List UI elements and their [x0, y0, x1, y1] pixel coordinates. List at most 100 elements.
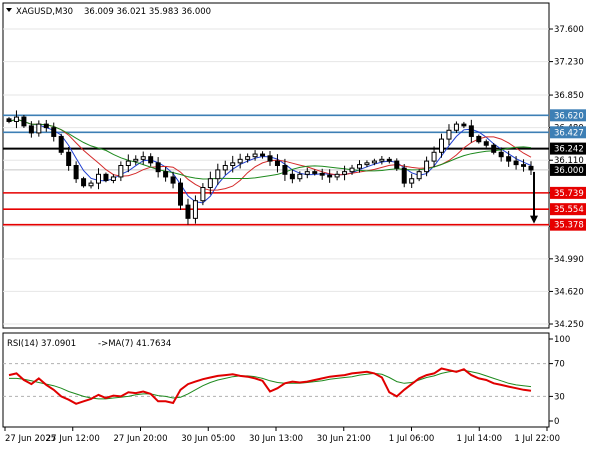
- candle-body: [289, 173, 295, 180]
- candle-body: [95, 173, 101, 184]
- candle-body: [66, 151, 72, 167]
- current-price-tag: 36.000: [554, 166, 584, 176]
- candle-body: [178, 182, 184, 206]
- level-tag-bg: [550, 142, 586, 155]
- y-tick-label: 34.990: [554, 255, 584, 265]
- y-tick-label: 36.110: [554, 156, 584, 166]
- x-tick-label: 30 Jun 13:00: [249, 434, 303, 444]
- rsi-tick-label: 0: [554, 417, 559, 427]
- candle-body: [88, 182, 94, 187]
- candle-body: [364, 162, 370, 166]
- x-tick-label: 30 Jun 05:00: [181, 434, 235, 444]
- ohlc-readout: 36.009 36.021 35.983 36.000: [84, 7, 211, 17]
- candle-body: [312, 171, 318, 174]
- down-arrow: [530, 171, 538, 224]
- candle-body: [439, 138, 445, 153]
- candle-body: [468, 125, 474, 137]
- candle-body: [148, 156, 154, 164]
- y-tick-label: 34.620: [554, 287, 584, 297]
- price-axis: 37.60037.23036.85036.48036.11035.74035.3…: [549, 25, 584, 330]
- current-price-tag-bg: [550, 163, 586, 176]
- y-tick-label: 37.230: [554, 58, 584, 68]
- candles: [6, 110, 534, 225]
- candle-body: [170, 176, 176, 184]
- candle-body: [192, 200, 198, 219]
- candle-body: [58, 135, 64, 153]
- y-tick-label: 37.600: [554, 25, 584, 35]
- candle-body: [81, 178, 87, 187]
- candle-body: [431, 151, 437, 162]
- arrow-head: [530, 215, 538, 224]
- rsi-label: RSI(14) 37.0901: [7, 339, 76, 349]
- candle-body: [386, 158, 392, 162]
- candle-body: [274, 160, 280, 167]
- candle-body: [260, 153, 266, 157]
- candle-body: [207, 178, 213, 189]
- x-tick-label: 27 Jun 2025: [5, 434, 56, 444]
- candle-body: [327, 174, 333, 178]
- candle-body: [222, 165, 228, 171]
- x-tick-label: 1 Jul 14:00: [456, 434, 502, 444]
- rsi-axis: 100 70 30 0: [549, 335, 570, 427]
- x-tick-label: 1 Jul 06:00: [389, 434, 435, 444]
- candle-body: [237, 158, 243, 164]
- level-tag-36.620: 36.620: [554, 111, 584, 121]
- candle-body: [140, 156, 146, 160]
- rsi-ma-label: ->MA(7) 41.7634: [98, 339, 171, 349]
- chart-header: XAGUSD,M30 36.009 36.021 35.983 36.000: [6, 7, 211, 17]
- rsi-panel[interactable]: 100 70 30 0 RSI(14) 37.0901 ->MA(7) 41.7634: [2, 332, 570, 428]
- candle-body: [245, 156, 251, 160]
- candle-body: [304, 171, 310, 175]
- candle-body: [319, 172, 325, 176]
- y-tick-label: 36.850: [554, 91, 584, 101]
- candle-body: [43, 123, 49, 129]
- candle-body: [36, 123, 42, 134]
- candle-body: [424, 160, 430, 173]
- candle-body: [110, 176, 116, 181]
- rsi-ma-line: [9, 369, 532, 400]
- level-tags: 36.620 36.427 36.242 35.739 35.554 35.378 36.0…: [550, 109, 586, 231]
- level-tag-35.554: 35.554: [554, 205, 584, 215]
- candle-body: [28, 125, 34, 134]
- candle-body: [230, 162, 236, 167]
- candle-body: [379, 158, 385, 162]
- candle-body: [282, 165, 288, 175]
- rsi-panel-frame: [2, 332, 550, 428]
- candle-body: [118, 165, 124, 178]
- rsi-tick-label: 100: [554, 335, 570, 345]
- candle-body: [476, 135, 482, 143]
- candle-body: [409, 178, 415, 184]
- candle-body: [342, 171, 348, 175]
- candle-body: [483, 141, 489, 146]
- candle-body: [446, 129, 452, 140]
- candle-body: [73, 165, 79, 180]
- candle-body: [371, 160, 377, 164]
- level-tag-36.242: 36.242: [554, 145, 584, 155]
- candle-body: [491, 144, 497, 153]
- x-tick-label: 27 Jun 12:00: [46, 434, 100, 444]
- candle-body: [356, 164, 362, 169]
- level-lines: [3, 114, 549, 226]
- x-tick-label: 30 Jun 21:00: [317, 434, 371, 444]
- candle-body: [6, 118, 12, 122]
- level-tag-bg: [550, 186, 586, 199]
- candle-body: [297, 173, 303, 180]
- x-tick-label: 27 Jun 20:00: [114, 434, 168, 444]
- rsi-tick-label: 30: [554, 392, 565, 402]
- candle-body: [215, 169, 221, 180]
- candle-body: [21, 116, 27, 127]
- chevron-down-icon[interactable]: [6, 8, 12, 12]
- candle-body: [252, 153, 258, 158]
- ma-slow-line: [8, 118, 532, 180]
- level-tag-36.427: 36.427: [554, 128, 584, 138]
- candle-body: [200, 187, 206, 202]
- candle-body: [185, 204, 191, 219]
- price-panel[interactable]: 37.60037.23036.85036.48036.11035.74035.3…: [2, 2, 586, 330]
- candle-body: [155, 162, 161, 173]
- level-tag-bg: [550, 109, 586, 122]
- level-tag-bg: [550, 126, 586, 139]
- candle-body: [513, 160, 519, 166]
- x-tick-label: 1 Jul 22:00: [514, 434, 560, 444]
